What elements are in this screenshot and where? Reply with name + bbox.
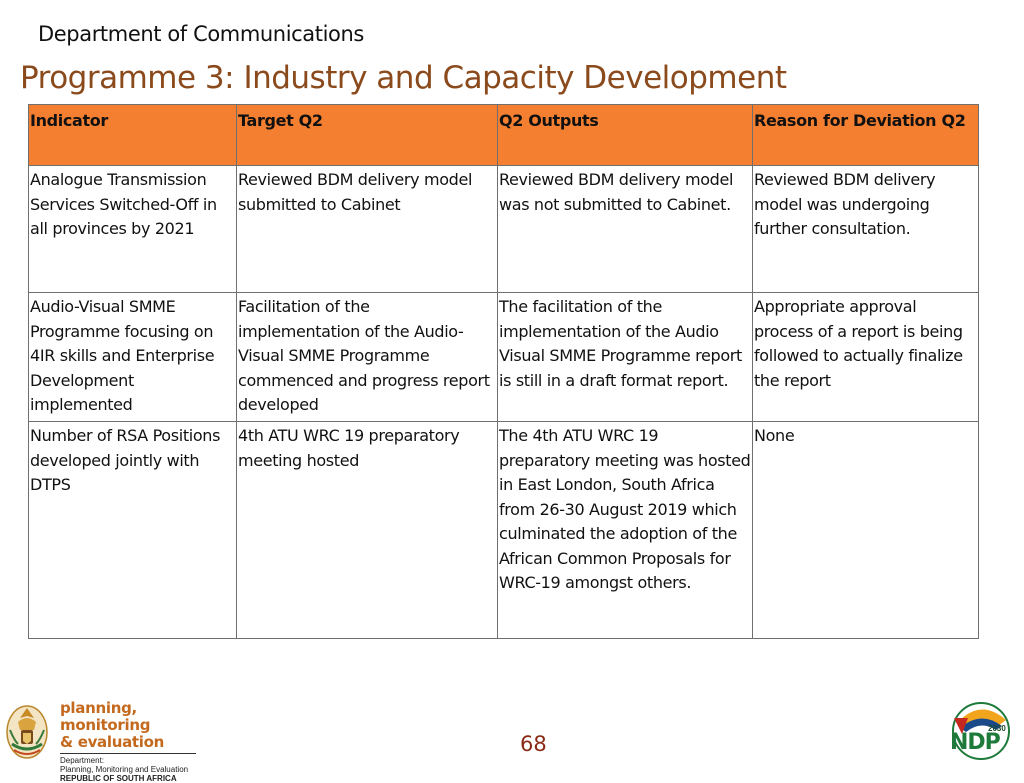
dpme-divider — [60, 753, 196, 754]
table-cell-reason: Appropriate approval process of a report… — [752, 292, 979, 422]
column-header-reason: Reason for Deviation Q2 — [752, 104, 979, 166]
page-number: 68 — [520, 732, 547, 756]
ndp-text: NDP — [950, 730, 1001, 755]
ndp-2030-logo-icon: 2030 NDP — [948, 700, 1014, 762]
dpme-dept-name: Planning, Monitoring and Evaluation — [60, 765, 189, 774]
results-table: Indicator Target Q2 Q2 Outputs Reason fo… — [28, 104, 979, 639]
dpme-country: REPUBLIC OF SOUTH AFRICA — [60, 774, 177, 783]
table-cell-reason: None — [752, 421, 979, 639]
coat-of-arms-icon — [4, 700, 50, 762]
ndp-year: 2030 — [988, 724, 1006, 733]
table-row: Number of RSA Positions developed jointl… — [28, 421, 979, 639]
department-header: Department of Communications — [38, 22, 364, 46]
table-cell-indicator: Number of RSA Positions developed jointl… — [28, 421, 237, 639]
table-row: Analogue Transmission Services Switched-… — [28, 165, 979, 293]
table-cell-target: 4th ATU WRC 19 preparatory meeting hoste… — [236, 421, 498, 639]
column-header-target: Target Q2 — [236, 104, 498, 166]
table-row: Audio-Visual SMME Programme focusing on … — [28, 292, 979, 422]
table-cell-target: Reviewed BDM delivery model submitted to… — [236, 165, 498, 293]
column-header-outputs: Q2 Outputs — [497, 104, 753, 166]
table-cell-outputs: Reviewed BDM delivery model was not subm… — [497, 165, 753, 293]
table-cell-indicator: Analogue Transmission Services Switched-… — [28, 165, 237, 293]
table-cell-outputs: The 4th ATU WRC 19 preparatory meeting w… — [497, 421, 753, 639]
table-cell-reason: Reviewed BDM delivery model was undergoi… — [752, 165, 979, 293]
dpme-logo-line2: & evaluation — [60, 733, 165, 751]
table-cell-outputs: The facilitation of the implementation o… — [497, 292, 753, 422]
table-cell-target: Facilitation of the implementation of th… — [236, 292, 498, 422]
slide-title: Programme 3: Industry and Capacity Devel… — [20, 60, 787, 96]
column-header-indicator: Indicator — [28, 104, 237, 166]
dpme-logo: planning, monitoring & evaluation Depart… — [60, 700, 210, 783]
table-header-row: Indicator Target Q2 Q2 Outputs Reason fo… — [28, 104, 979, 166]
dpme-logo-line1: planning, monitoring — [60, 699, 151, 734]
table-cell-indicator: Audio-Visual SMME Programme focusing on … — [28, 292, 237, 422]
dpme-dept-label: Department: — [60, 756, 105, 765]
